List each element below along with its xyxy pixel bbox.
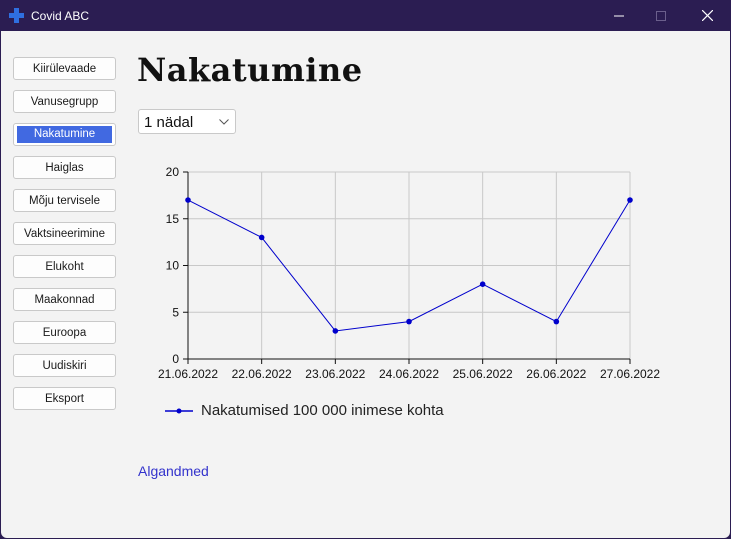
page-title: Nakatumine (137, 51, 363, 89)
y-tick-label: 10 (166, 259, 180, 273)
nav-button-label: Vanusegrupp (30, 95, 99, 108)
nav-button-elukoht[interactable]: Elukoht (13, 255, 116, 278)
data-point (627, 197, 633, 203)
infection-line-chart: 0 5 10 15 20 21.06.2022 22.06.2022 23.06.2022 24… (158, 165, 660, 381)
nav-button-label: Kiirülevaade (32, 62, 97, 75)
nav-button-label: Uudiskiri (42, 359, 87, 372)
window-title: Covid ABC (31, 9, 90, 23)
x-tick-label: 21.06.2022 (158, 367, 218, 381)
y-tick-label: 5 (172, 305, 179, 319)
client-area: Kiirülevaade Vanusegrupp Nakatumine Haig… (1, 31, 730, 538)
data-point (258, 234, 265, 241)
close-button[interactable] (684, 0, 730, 31)
source-data-link[interactable]: Algandmed (138, 463, 209, 479)
nav-button-eksport[interactable]: Eksport (13, 387, 116, 410)
chevron-down-icon (219, 119, 229, 125)
nav-button-uudiskiri[interactable]: Uudiskiri (13, 354, 116, 377)
x-tick-label: 22.06.2022 (232, 367, 292, 381)
period-select[interactable]: 1 nädal (138, 109, 236, 134)
sidebar-nav: Kiirülevaade Vanusegrupp Nakatumine Haig… (13, 57, 116, 420)
nav-button-moju-tervisele[interactable]: Mõju tervisele (13, 189, 116, 212)
y-tick-label: 0 (172, 352, 179, 366)
nav-button-label: Nakatumine (17, 126, 112, 143)
x-tick-label: 25.06.2022 (453, 367, 513, 381)
legend-label: Nakatumised 100 000 inimese kohta (201, 402, 444, 419)
minimize-button[interactable] (596, 0, 642, 31)
y-tick-label: 20 (166, 165, 180, 179)
y-tick-label: 15 (166, 212, 180, 226)
nav-button-vanusegrupp[interactable]: Vanusegrupp (13, 90, 116, 113)
maximize-button[interactable] (638, 0, 684, 31)
x-tick-label: 26.06.2022 (526, 367, 586, 381)
maximize-icon (656, 10, 666, 21)
data-point (332, 328, 339, 334)
title-bar: Covid ABC (0, 0, 731, 31)
nav-button-label: Elukoht (45, 260, 84, 273)
legend-line-marker (165, 408, 193, 413)
data-point (406, 318, 412, 325)
nav-button-vaktsineerimine[interactable]: Vaktsineerimine (13, 222, 116, 245)
nav-button-label: Maakonnad (34, 293, 95, 306)
nav-button-label: Mõju tervisele (29, 194, 100, 207)
nav-button-euroopa[interactable]: Euroopa (13, 321, 116, 344)
nav-button-label: Vaktsineerimine (24, 227, 105, 240)
nav-button-haiglas[interactable]: Haiglas (13, 156, 116, 179)
period-select-value: 1 nädal (144, 114, 194, 131)
nav-button-label: Eksport (45, 392, 84, 405)
nav-button-maakonnad[interactable]: Maakonnad (13, 288, 116, 311)
chart-legend: Nakatumised 100 000 inimese kohta (165, 402, 444, 419)
minimize-icon (614, 15, 624, 16)
data-point (479, 281, 486, 287)
nav-button-label: Haiglas (45, 161, 84, 174)
x-tick-label: 24.06.2022 (379, 367, 439, 381)
nav-button-label: Euroopa (42, 326, 87, 339)
close-icon (701, 10, 713, 21)
x-tick-label: 23.06.2022 (305, 367, 365, 381)
nav-button-nakatumine[interactable]: Nakatumine (13, 123, 116, 146)
data-point (185, 197, 191, 203)
x-tick-label: 27.06.2022 (600, 367, 660, 381)
nav-button-kiirulevaade[interactable]: Kiirülevaade (13, 57, 116, 80)
medical-cross-icon (9, 8, 24, 23)
data-point (553, 318, 560, 325)
